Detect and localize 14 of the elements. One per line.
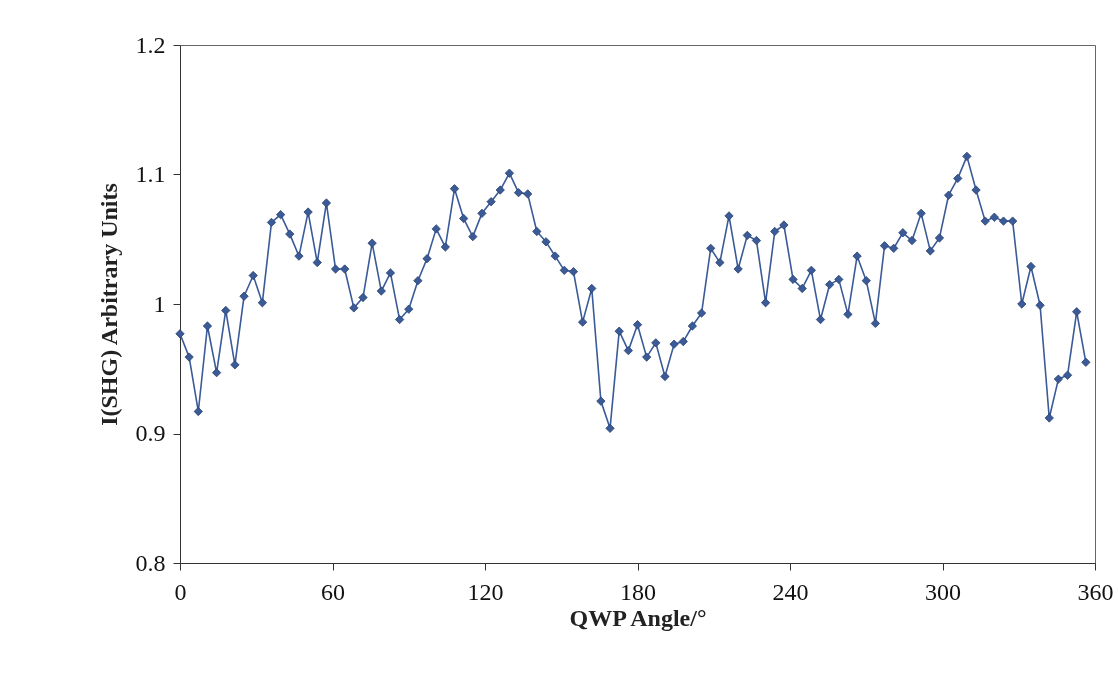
y-tick-label: 1.2: [135, 31, 166, 58]
x-axis-title: QWP Angle/°: [569, 604, 707, 631]
x-tick-label: 300: [925, 578, 961, 605]
y-tick-label: 0.9: [135, 420, 166, 446]
x-tick-label: 180: [620, 578, 656, 605]
y-axis-title: I(SHG) Arbitrary Units: [95, 183, 122, 426]
x-tick-label: 360: [1077, 578, 1114, 605]
y-tick-label: 1.1: [135, 161, 166, 187]
y-tick-label: 1: [153, 290, 166, 317]
x-tick-label: 60: [321, 578, 345, 605]
x-tick-label: 0: [174, 578, 187, 605]
x-tick-label: 240: [772, 578, 809, 605]
y-tick-label: 0.8: [135, 549, 166, 576]
x-tick-label: 120: [467, 578, 504, 605]
